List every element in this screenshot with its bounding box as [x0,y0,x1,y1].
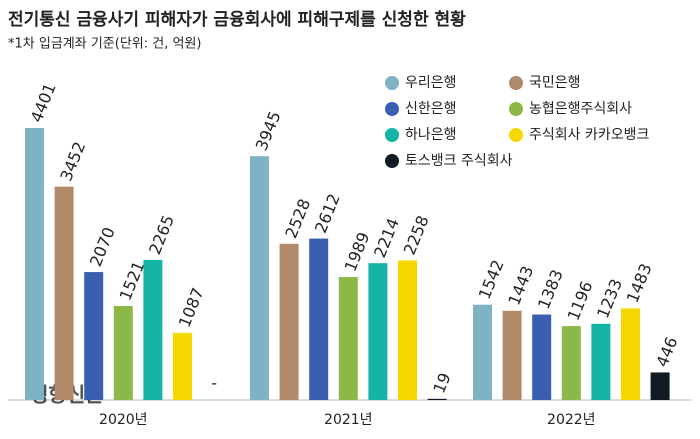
bar [502,310,522,400]
legend-label: 주식회사 카카오뱅크 [529,127,649,143]
legend-label: 하나은행 [405,127,457,143]
bar [54,186,74,400]
value-label: 2214 [370,215,403,260]
value-label: 3945 [252,108,285,153]
bar [113,305,133,400]
value-label: 1383 [534,267,567,312]
value-label: 4401 [27,80,60,125]
x-tick-label: 2021년 [324,412,373,428]
value-label: 1196 [564,278,597,323]
legend-marker [385,76,399,90]
legend-label: 국민은행 [529,75,581,91]
x-tick-label: 2022년 [547,412,596,428]
bar [473,304,492,400]
bar [309,238,329,400]
value-label: 19 [429,370,454,396]
chart-subtitle: *1차 입금계좌 기준(단위: 건, 억원) [8,37,201,52]
value-label: 1087 [175,285,208,330]
bar [532,314,552,400]
x-tick-label: 2020년 [99,412,148,428]
value-label: 1542 [475,257,508,302]
bar [173,332,192,400]
legend-label: 신한은행 [405,101,457,117]
legend-marker [509,128,523,142]
bar [561,326,581,400]
value-label: 2528 [281,196,314,241]
legend-label: 우리은행 [405,75,457,91]
bar [279,243,299,400]
bar [250,156,269,400]
bar [591,323,611,400]
value-label: 2070 [86,224,119,269]
value-label: 2258 [400,213,433,258]
legend-marker [385,128,399,142]
value-label: 3452 [56,139,89,184]
value-label: 1443 [504,263,537,308]
bar [650,372,670,400]
bar [25,128,44,400]
value-label: 2612 [311,191,344,236]
value-label: 1483 [623,261,656,306]
legend-marker [509,76,523,90]
bar [338,277,358,400]
chart-title: 전기통신 금융사기 피해자가 금융회사에 피해구제를 신청한 현황 [8,9,466,30]
value-label: 446 [652,334,681,369]
value-label: 2265 [145,212,178,257]
legend-marker [385,154,399,168]
bar [427,398,447,400]
legend-marker [509,102,523,116]
bar [143,260,163,400]
legend-marker [385,102,399,116]
bar [398,260,417,400]
bar [84,272,104,400]
bar [621,308,640,400]
value-label: - [211,374,217,393]
legend-label: 토스뱅크 주식회사 [405,153,513,169]
legend-label: 농협은행주식회사 [529,101,632,117]
bar [368,263,388,400]
